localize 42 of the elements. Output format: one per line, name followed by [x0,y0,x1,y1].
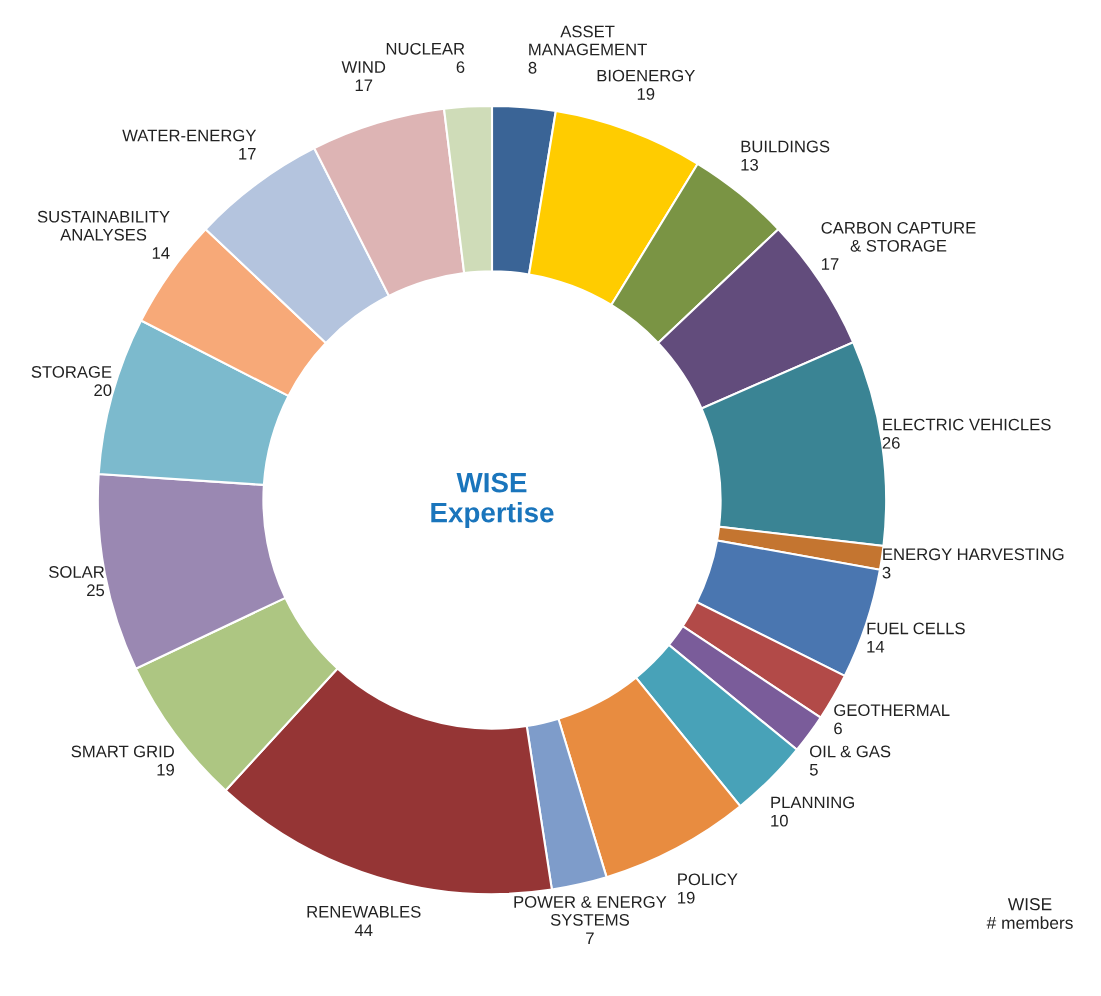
data-label: 7 [586,932,594,944]
text: WISE # members [986,898,1073,930]
slice-label: POWER & ENERGY SYSTEMS [514,896,667,926]
data-label: 6 [456,61,465,73]
data-label: 26 [882,436,900,449]
slice-label: WIND [341,61,386,73]
slice-label: ENERGY HARVESTING [883,548,1064,561]
slice-label: SUSTAINABILITY ANALYSES [37,210,170,241]
data-label: 17 [239,148,256,160]
data-label: 8 [528,61,537,74]
slice-label: SOLAR [49,566,105,578]
data-label: 5 [809,764,818,776]
slice-label: FUEL CELLS [867,622,965,635]
data-label: 19 [157,763,174,776]
slice-label: STORAGE [31,366,112,378]
data-label: 17 [821,258,839,270]
text: WISE Expertise [431,472,554,528]
data-label: 13 [741,158,759,171]
data-label: 10 [771,814,788,827]
data-label: 14 [867,640,885,653]
data-label: 19 [637,88,655,100]
data-label: 17 [355,79,373,92]
slice-label: SMART GRID [71,745,174,758]
slice-label: RENEWABLES [307,905,421,918]
data-label: 44 [354,924,373,936]
slice-label: BIOENERGY [597,69,695,82]
slice-label: WATER-ENERGY [122,129,257,142]
slice-label: GEOTHERMAL [834,704,950,717]
data-label: 19 [678,891,695,904]
slice-label: NUCLEAR [386,42,465,55]
data-label: 20 [94,384,112,397]
slice-label: BUILDINGS [741,140,830,153]
slice-label: ELECTRIC VEHICLES [883,418,1051,431]
slice-label: CARBON CAPTURE & STORAGE [821,221,976,252]
data-label: 6 [834,722,842,735]
data-label: 25 [87,584,105,597]
slice-label: OIL & GAS [810,745,891,758]
data-label: 14 [152,247,170,259]
data-label: 3 [882,566,891,579]
slice-label: ASSET MANAGEMENT [529,25,647,56]
slice-label: PLANNING [771,796,854,809]
slice-label: POLICY [678,873,738,886]
